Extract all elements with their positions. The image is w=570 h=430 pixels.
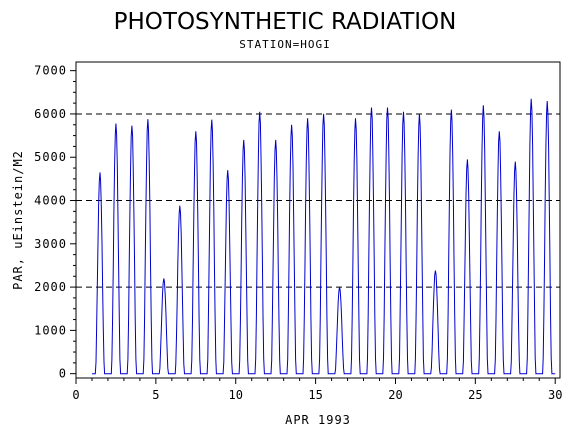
series-par — [92, 98, 556, 375]
y-axis: 0 1000 2000 3000 4000 5000 6000 7000 — [34, 64, 76, 381]
x-axis-label: APR 1993 — [285, 413, 351, 427]
plot-frame — [75, 61, 561, 379]
y-tick-label: 5000 — [34, 150, 67, 164]
x-tick-label: 5 — [152, 388, 159, 402]
x-tick-label: 20 — [388, 388, 402, 402]
y-tick-label: 6000 — [34, 107, 67, 121]
x-tick-label: 25 — [468, 388, 482, 402]
series-line-par — [92, 98, 556, 375]
y-tick-label: 3000 — [34, 237, 67, 251]
x-tick-label: 0 — [72, 388, 79, 402]
reference-lines — [76, 113, 560, 288]
x-tick-label: 10 — [229, 388, 243, 402]
x-tick-label: 15 — [308, 388, 322, 402]
y-axis-label: PAR, uEinstein/M2 — [11, 150, 25, 290]
chart-title: PHOTOSYNTHETIC RADIATION — [114, 9, 457, 35]
x-axis: 0 5 10 15 20 25 30 — [72, 378, 562, 402]
x-tick-label: 30 — [548, 388, 562, 402]
y-tick-label: 0 — [59, 367, 67, 381]
y-tick-label: 4000 — [34, 194, 67, 208]
chart-subtitle: STATION=HOGI — [239, 38, 330, 51]
y-tick-label: 1000 — [34, 323, 67, 337]
y-tick-label: 7000 — [34, 64, 67, 78]
y-tick-label: 2000 — [34, 280, 67, 294]
